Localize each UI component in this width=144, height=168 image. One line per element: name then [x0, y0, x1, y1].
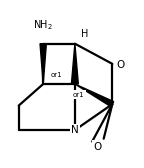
Text: or1: or1	[51, 72, 63, 78]
Text: O: O	[94, 142, 102, 152]
Polygon shape	[71, 44, 78, 84]
Polygon shape	[40, 44, 46, 84]
Polygon shape	[75, 84, 114, 107]
Text: NH$_2$: NH$_2$	[33, 18, 53, 32]
Text: H: H	[81, 29, 89, 39]
Text: or1: or1	[73, 92, 84, 98]
Text: O: O	[117, 60, 125, 70]
Text: N: N	[71, 125, 79, 135]
